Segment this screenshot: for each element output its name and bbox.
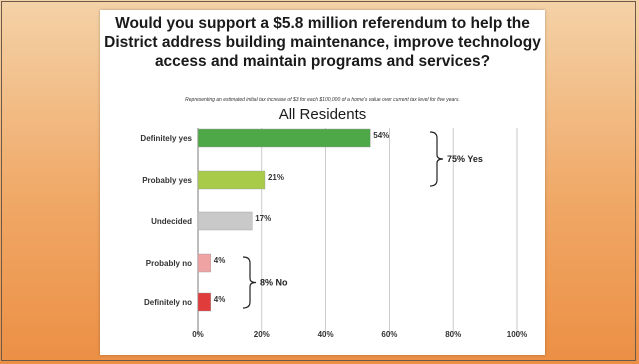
x-tick-label: 60%	[381, 330, 397, 339]
x-tick-label: 100%	[507, 330, 527, 339]
value-label: 4%	[214, 256, 226, 265]
yes-annotation-bracket	[429, 131, 444, 187]
bar	[197, 170, 266, 190]
value-label: 17%	[255, 214, 271, 223]
slide: Would you support a $5.8 million referen…	[100, 10, 545, 355]
category-label: Probably yes	[142, 176, 192, 185]
category-label: Definitely yes	[140, 134, 192, 143]
value-label: 54%	[373, 131, 389, 140]
yes-annotation-label: 75% Yes	[447, 154, 483, 164]
chart-title: All Residents	[278, 106, 367, 123]
slide-subtitle: Representing an estimated initial tax in…	[185, 97, 460, 103]
bar	[197, 211, 253, 231]
bar	[197, 128, 371, 148]
value-label: 21%	[268, 173, 284, 182]
category-label: Probably no	[146, 259, 192, 268]
category-label: Definitely no	[144, 298, 192, 307]
no-annotation-label: 8% No	[260, 278, 288, 288]
bar-chart: 0% 20% 40% 60% 80% 100%Definitely yes 54%Proba…	[140, 128, 527, 339]
value-label: 4%	[214, 295, 226, 304]
no-annotation-bracket	[242, 256, 257, 309]
bar	[197, 253, 211, 273]
bar	[197, 292, 211, 312]
x-tick-label: 20%	[254, 330, 270, 339]
category-label: Undecided	[151, 217, 192, 226]
slide-title: Would you support a $5.8 million referen…	[104, 15, 541, 70]
x-tick-label: 40%	[318, 330, 334, 339]
x-tick-label: 80%	[445, 330, 461, 339]
